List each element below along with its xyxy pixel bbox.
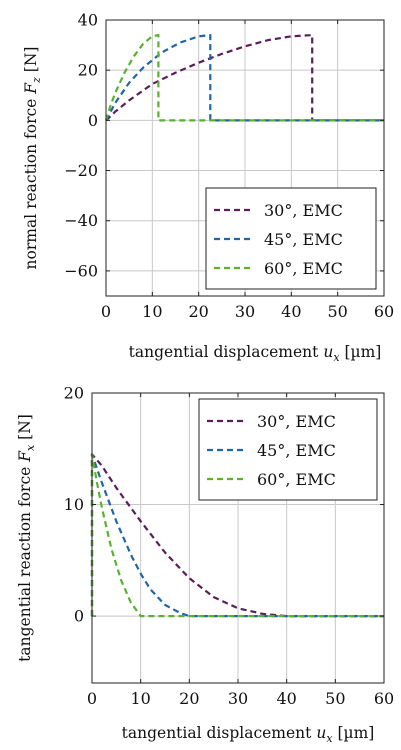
ticks: 0 10 20 30 40 50 60 0 10 20 — [64, 384, 395, 709]
y-tick-label: 20 — [64, 384, 84, 403]
chart-2: 0 10 20 30 40 50 60 0 10 20 tangential displacemen… — [16, 384, 394, 746]
x-tick-label: 50 — [325, 689, 345, 708]
y-axis-label: tangential reaction force Fx [N] — [16, 414, 37, 662]
x-tick-label: 10 — [142, 302, 162, 321]
series-line-2 — [90, 453, 384, 618]
legend-label-1: 30°, EMC — [264, 201, 343, 220]
y-tick-label: −40 — [64, 211, 98, 230]
y-tick-label: 0 — [88, 111, 98, 130]
y-axis-label: normal reaction force Fz [N] — [22, 47, 43, 270]
series-group — [90, 453, 384, 618]
x-tick-label: 0 — [87, 689, 97, 708]
legend: 30°, EMC 45°, EMC 60°, EMC — [205, 187, 377, 290]
series-line-2 — [105, 34, 384, 122]
x-axis-label: tangential displacement ux [µm] — [129, 343, 382, 364]
x-tick-label: 40 — [281, 302, 301, 321]
y-tick-label: 0 — [74, 607, 84, 626]
legend-label-3: 60°, EMC — [257, 470, 336, 489]
x-tick-label: 20 — [179, 689, 199, 708]
x-tick-label: 50 — [327, 302, 347, 321]
series-line-3 — [104, 34, 384, 122]
x-tick-label: 60 — [374, 302, 394, 321]
x-tick-label: 0 — [101, 302, 111, 321]
legend-label-2: 45°, EMC — [257, 441, 336, 460]
x-tick-label: 40 — [276, 689, 296, 708]
series-line-1 — [105, 34, 384, 122]
y-tick-label: 20 — [78, 61, 98, 80]
x-tick-label: 60 — [374, 689, 394, 708]
x-tick-label: 30 — [235, 302, 255, 321]
legend-label-2: 45°, EMC — [264, 230, 343, 249]
series-line-1 — [90, 453, 384, 618]
y-tick-label: 40 — [78, 11, 98, 30]
ticks: 0 10 20 30 40 50 60 −60 −40 −20 0 20 40 — [64, 11, 394, 322]
x-tick-label: 30 — [228, 689, 248, 708]
y-tick-label: −20 — [64, 161, 98, 180]
legend-label-3: 60°, EMC — [264, 259, 343, 278]
x-tick-label: 20 — [188, 302, 208, 321]
series-group — [104, 34, 384, 122]
series-line-3 — [90, 453, 384, 618]
legend: 30°, EMC 45°, EMC 60°, EMC — [198, 398, 378, 501]
x-axis-label: tangential displacement ux [µm] — [122, 724, 375, 745]
y-tick-label: 10 — [64, 495, 84, 514]
y-tick-label: −60 — [64, 261, 98, 280]
legend-label-1: 30°, EMC — [257, 412, 336, 431]
chart-1: 0 10 20 30 40 50 60 −60 −40 −20 0 20 40 tangential di… — [22, 11, 394, 365]
x-tick-label: 10 — [130, 689, 150, 708]
